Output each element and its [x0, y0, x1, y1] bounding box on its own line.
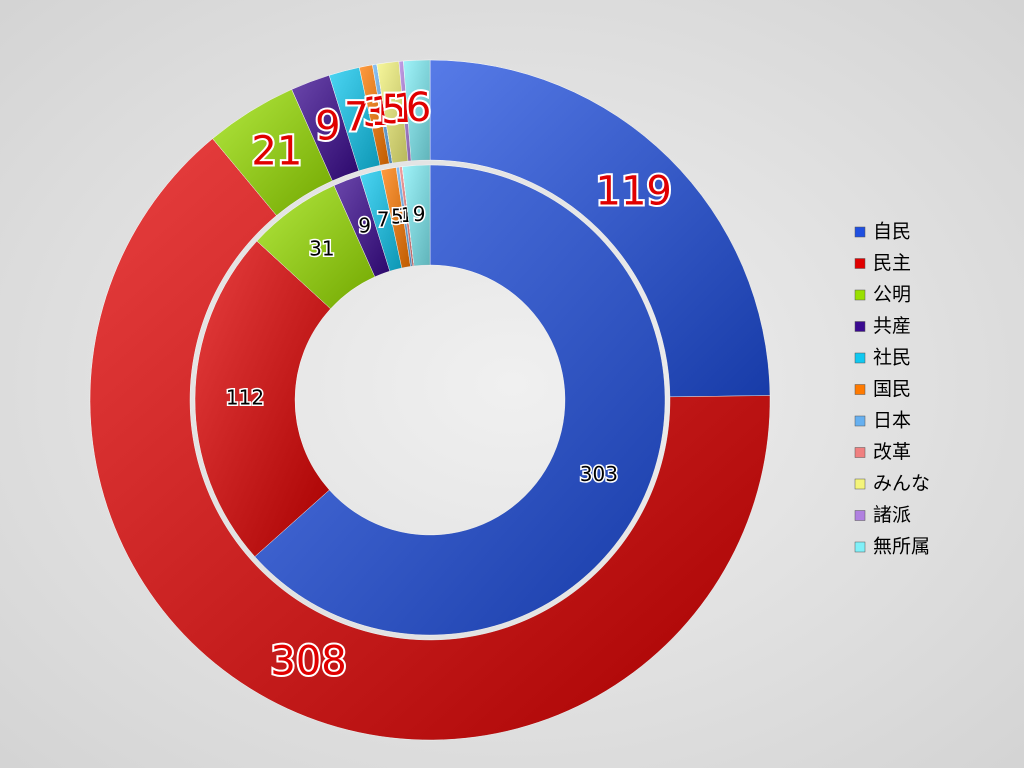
slice-shade	[256, 185, 375, 309]
data-label: 9	[358, 213, 371, 237]
legend-label: 共産	[873, 315, 911, 337]
data-label: 7	[344, 94, 369, 140]
data-label: 303	[580, 462, 618, 486]
legend-label: 社民	[873, 347, 911, 369]
slice-shade	[372, 64, 393, 164]
legend-label: みんな	[873, 473, 930, 495]
legend-swatch	[854, 541, 866, 553]
slice-shade	[334, 175, 390, 277]
slice-shade	[359, 64, 390, 166]
slice-shade	[291, 75, 359, 181]
data-label: 112	[226, 385, 264, 409]
slice-shade	[399, 166, 415, 267]
legend-swatch	[854, 289, 866, 301]
legend-swatch	[854, 226, 866, 238]
data-label: 6	[406, 85, 431, 131]
legend-label: 民主	[873, 252, 911, 274]
legend-swatch	[854, 352, 866, 364]
slice-shade	[402, 165, 430, 266]
legend-swatch	[854, 447, 866, 458]
legend-swatch	[854, 258, 866, 269]
legend-label: 自民	[873, 221, 911, 243]
slice-shade	[430, 60, 770, 397]
slice-shade	[194, 241, 331, 557]
legend-swatch	[854, 321, 866, 332]
data-label: 119	[596, 169, 672, 215]
data-label: 7	[377, 208, 390, 232]
slice-shade	[398, 61, 412, 162]
slice-shade	[376, 61, 409, 163]
legend-label: 改革	[873, 441, 911, 463]
slice-shade	[254, 165, 665, 635]
legend-label: 諸派	[873, 504, 911, 526]
data-label: 9	[315, 104, 340, 150]
data-label: 5	[391, 204, 404, 228]
slice-shade	[90, 138, 770, 741]
legend-label: 無所属	[873, 536, 930, 558]
data-label: 9	[413, 202, 426, 226]
legend-label: 公明	[873, 284, 911, 306]
data-label: 308	[270, 638, 346, 684]
data-label: 21	[251, 129, 302, 175]
slice-shade	[403, 60, 430, 161]
legend-label: 国民	[873, 378, 911, 400]
slice-shade	[396, 167, 413, 267]
legend-swatch	[854, 478, 866, 490]
legend-swatch	[854, 510, 866, 521]
legend-swatch	[854, 415, 866, 427]
slice-shade	[212, 89, 333, 216]
data-label: 31	[309, 236, 334, 260]
slice-shade	[329, 67, 381, 171]
legend-label: 日本	[873, 410, 911, 432]
slice-shade	[380, 167, 411, 268]
slice-shade	[360, 170, 402, 272]
legend-swatch	[854, 384, 866, 395]
